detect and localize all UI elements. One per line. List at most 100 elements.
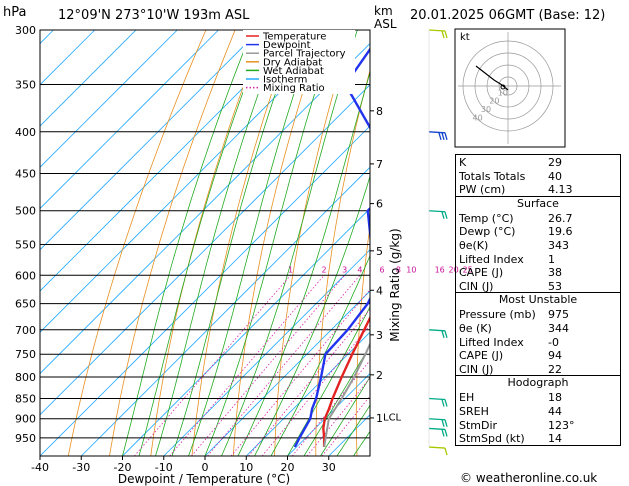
wind-barb-flag (441, 429, 445, 437)
height-tick-label: 6 (376, 198, 383, 211)
isotherm-line (245, 331, 370, 456)
pressure-tick-label: 350 (15, 79, 36, 92)
mixing-ratio-label: 10 (406, 265, 416, 274)
wind-barb-flag (441, 399, 445, 407)
footer-credit: © weatheronline.co.uk (460, 471, 598, 485)
surface-value: 343 (548, 238, 569, 252)
wind-barb-flag (444, 330, 448, 338)
most-unstable-key: Lifted Index (459, 335, 524, 349)
most-unstable-value: 344 (548, 321, 569, 335)
index-value: 40 (548, 169, 562, 183)
index-row: K 29 (456, 155, 620, 169)
hodograph-ring (486, 64, 530, 108)
index-row: Totals Totals 40 (456, 169, 620, 183)
height-tick-label: 2 (376, 369, 383, 382)
surface-row: Dewp (°C) 19.6 (456, 224, 620, 238)
wind-barb-flag (441, 211, 445, 219)
temperature-tick-label: 10 (239, 461, 253, 474)
index-value: 29 (548, 156, 562, 169)
most-unstable-row: Pressure (mb) 975 (456, 307, 620, 321)
most-unstable-title: Most Unstable (498, 293, 578, 307)
temperature-tick-label: 30 (322, 461, 336, 474)
pressure-unit-label: hPa (3, 5, 27, 20)
pressure-tick-label: 950 (15, 432, 36, 445)
hodograph-key: StmSpd (kt) (459, 432, 525, 446)
axes: 3003504004505005506006507007508008509009… (15, 24, 402, 474)
surface-key: θe(K) (459, 238, 489, 252)
hodograph-key: EH (459, 391, 475, 405)
datetime-title: 20.01.2025 06GMT (Base: 12) (410, 8, 606, 23)
most-unstable-value: -0 (548, 335, 559, 349)
wind-barb (428, 29, 446, 32)
mixing-ratio-label: 20 (449, 265, 459, 274)
wind-barb-flag (444, 399, 448, 407)
most-unstable-key: Pressure (mb) (459, 308, 536, 322)
index-key: PW (cm) (459, 183, 506, 197)
mixing-ratio-label: 6 (380, 265, 385, 274)
height-unit-label-asl: ASL (374, 17, 397, 31)
mixing-ratio-line (169, 275, 325, 456)
y-axis-title-mixing-ratio: Mixing Ratio (g/kg) (388, 228, 402, 341)
height-tick-label: 8 (376, 105, 383, 118)
hodograph-ring (462, 40, 554, 132)
height-tick-label: 5 (376, 245, 383, 258)
indices-panel: K 29 Totals Totals 40 PW (cm) 4.13 Surface Te… (455, 154, 621, 446)
wind-barb-flag (438, 132, 442, 140)
pressure-tick-label: 850 (15, 392, 36, 405)
isotherm-line (40, 30, 261, 251)
wind-barb (428, 131, 446, 134)
mixing-ratio-label: 25 (463, 265, 473, 274)
mixing-ratio-line (207, 275, 361, 456)
x-axis-title: Dewpoint / Temperature (°C) (118, 472, 290, 486)
series-temperature (322, 315, 370, 448)
location-title: 12°09'N 273°10'W 193m ASL (58, 8, 250, 23)
most-unstable-row: CAPE (J) 94 (456, 348, 620, 362)
surface-key: CIN (J) (459, 279, 494, 293)
isotherm-line (40, 30, 178, 168)
wind-barb-flag (444, 211, 448, 219)
pressure-tick-label: 450 (15, 167, 36, 180)
temperature-tick-label: -20 (114, 461, 132, 474)
temperature-tick-label: -10 (155, 461, 173, 474)
surface-key: Lifted Index (459, 252, 524, 266)
hodograph-value: 44 (548, 404, 562, 418)
hodograph-storm-motion (500, 84, 506, 90)
most-unstable-key: CAPE (J) (459, 349, 504, 363)
surface-key: CAPE (J) (459, 266, 504, 280)
hodograph-ring (474, 52, 542, 120)
most-unstable-row: CIN (J) 22 (456, 362, 620, 376)
hodograph-ring-label: 20 (489, 97, 499, 106)
legend-item: Wet Adiabat (263, 66, 324, 77)
hodograph-key: SREH (459, 404, 489, 418)
mixing-ratio-label: 1 (288, 265, 293, 274)
legend-item: Dry Adiabat (263, 57, 322, 68)
hodograph-unit-label: kt (460, 32, 470, 43)
surface-row: Temp (°C) 26.7 (456, 211, 620, 225)
surface-value: 38 (548, 266, 562, 280)
most-unstable-value: 22 (548, 362, 562, 376)
hodograph-row: StmSpd (kt) 14 (456, 431, 620, 445)
surface-row: Lifted Index 1 (456, 252, 620, 266)
index-value: 4.13 (548, 183, 573, 197)
wind-barb-flag (441, 30, 445, 39)
pressure-tick-label: 700 (15, 324, 36, 337)
hodograph-value: 14 (548, 432, 562, 446)
hodograph-section: Hodograph EH 18 SREH 44 StmDir 123° StmSpd (kt… (456, 375, 620, 445)
wind-barb (428, 210, 446, 213)
isotherm-line (40, 30, 137, 127)
surface-row: CIN (J) 53 (456, 279, 620, 293)
hodograph-ring-label: 30 (481, 105, 491, 114)
hodograph-key: StmDir (459, 418, 498, 432)
surface-value: 1 (548, 252, 555, 266)
isotherm-line (163, 249, 370, 456)
pressure-tick-label: 500 (15, 205, 36, 218)
isotherm-line (287, 372, 370, 456)
mixing-ratio-label: 2 (322, 265, 327, 274)
most-unstable-value: 975 (548, 308, 569, 322)
wet-adiabat-line (303, 344, 370, 456)
height-tick-label: 3 (376, 329, 383, 342)
hodograph-row: EH 18 (456, 390, 620, 404)
surface-row: θe(K) 343 (456, 238, 620, 252)
